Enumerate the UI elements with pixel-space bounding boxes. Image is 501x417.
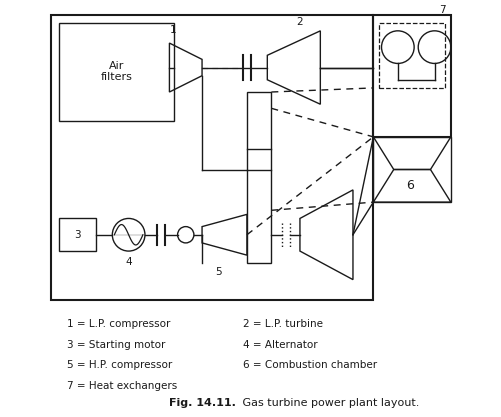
Text: 2: 2 bbox=[296, 17, 303, 27]
Bar bbox=[379, 23, 444, 88]
Text: 7 = Heat exchangers: 7 = Heat exchangers bbox=[67, 381, 177, 391]
Bar bbox=[246, 92, 271, 263]
Text: 5: 5 bbox=[214, 267, 221, 277]
Text: 2 = L.P. turbine: 2 = L.P. turbine bbox=[242, 319, 322, 329]
Text: 4: 4 bbox=[125, 257, 132, 267]
Bar bbox=[373, 15, 450, 137]
Text: 1 = L.P. compressor: 1 = L.P. compressor bbox=[67, 319, 170, 329]
Text: Fig. 14.11.: Fig. 14.11. bbox=[169, 398, 236, 408]
Text: 1: 1 bbox=[170, 25, 176, 35]
Text: 6 = Combustion chamber: 6 = Combustion chamber bbox=[242, 360, 376, 370]
Text: 3 = Starting motor: 3 = Starting motor bbox=[67, 340, 165, 350]
Text: 6: 6 bbox=[405, 179, 413, 192]
Text: 4 = Alternator: 4 = Alternator bbox=[242, 340, 317, 350]
Text: Gas turbine power plant layout.: Gas turbine power plant layout. bbox=[238, 398, 418, 408]
Bar bbox=[51, 15, 373, 300]
Text: 3: 3 bbox=[74, 230, 81, 240]
Text: Air
filters: Air filters bbox=[100, 61, 132, 83]
Bar bbox=[59, 219, 96, 251]
Bar bbox=[59, 23, 173, 121]
Text: 5 = H.P. compressor: 5 = H.P. compressor bbox=[67, 360, 172, 370]
Text: 7: 7 bbox=[438, 5, 445, 15]
